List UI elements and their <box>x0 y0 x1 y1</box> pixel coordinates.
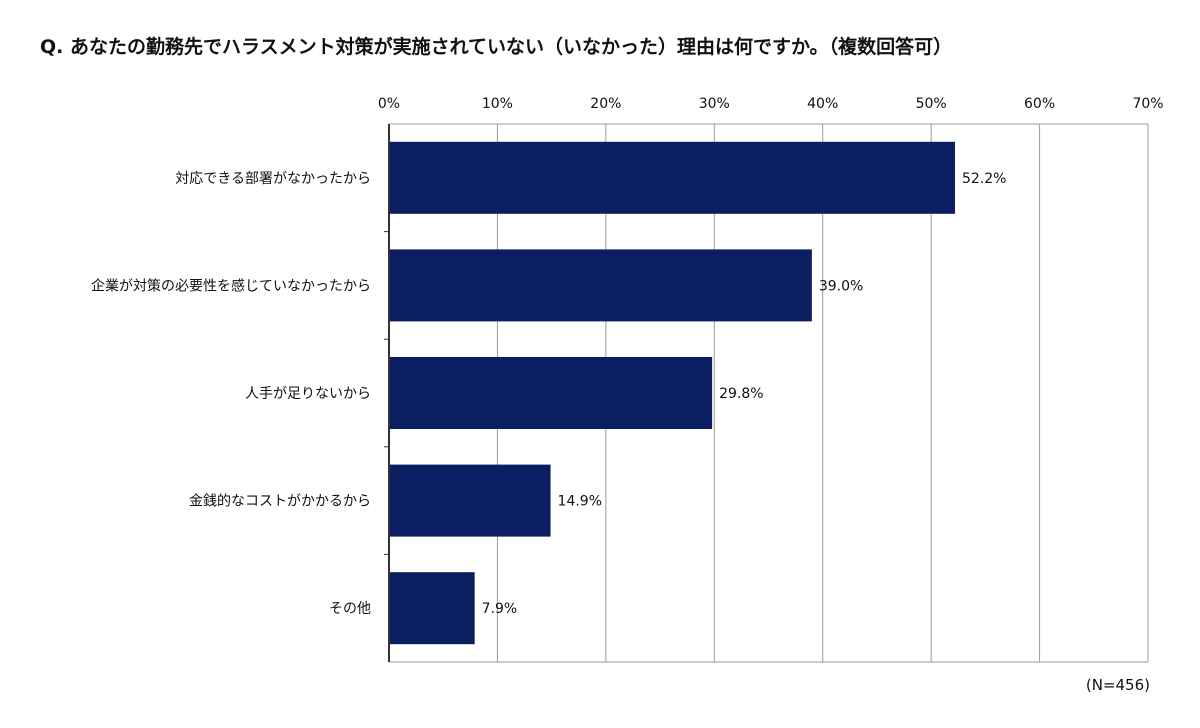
data-label: 39.0% <box>819 278 863 294</box>
y-axis <box>384 124 390 662</box>
x-tick-label: 20% <box>590 96 621 112</box>
data-labels: 52.2% 39.0% 29.8% 14.9% 7.9% <box>482 171 1007 617</box>
bar <box>389 249 812 322</box>
x-tick-label: 30% <box>699 96 730 112</box>
bar <box>389 357 713 429</box>
category-label: 人手が足りないから <box>245 386 371 402</box>
bar <box>389 141 955 214</box>
data-label: 14.9% <box>558 494 602 510</box>
data-label: 52.2% <box>962 171 1006 187</box>
category-labels: 対応できる部署がなかったから企業が対策の必要性を感じていなかったから人手が足りな… <box>91 171 371 617</box>
bars <box>389 141 955 645</box>
category-label: 金銭的なコストがかかるから <box>189 494 371 510</box>
category-label: 対応できる部署がなかったから <box>175 171 371 187</box>
category-label: 企業が対策の必要性を感じていなかったから <box>91 277 371 294</box>
x-tick-label: 10% <box>482 96 513 112</box>
question-title: Q. あなたの勤務先でハラスメント対策が実施されていない（いなかった）理由は何で… <box>40 36 953 58</box>
bar <box>389 572 475 645</box>
x-tick-label: 50% <box>916 96 947 112</box>
data-label: 7.9% <box>482 601 518 617</box>
data-label: 29.8% <box>719 386 763 402</box>
sample-size-note: (N=456) <box>1085 676 1150 694</box>
category-label: その他 <box>329 601 371 617</box>
x-tick-label: 0% <box>378 96 400 112</box>
x-tick-label: 60% <box>1024 96 1055 112</box>
x-axis-ticks: 0% 10% 20% 30% 40% 50% 60% 70% <box>378 96 1164 112</box>
bar <box>389 464 551 537</box>
x-tick-label: 40% <box>807 96 838 112</box>
x-tick-label: 70% <box>1132 96 1163 112</box>
